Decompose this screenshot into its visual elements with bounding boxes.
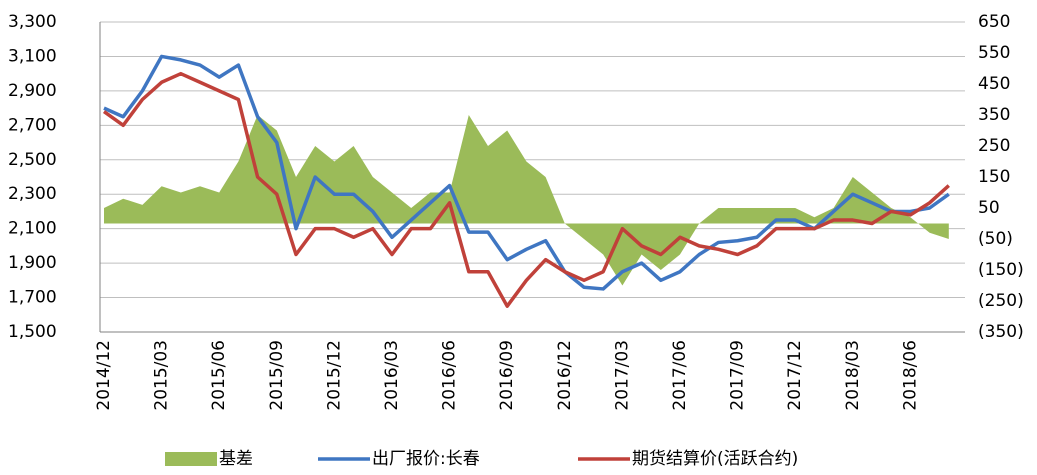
x-tick-label: 2015/09 <box>267 340 287 411</box>
y2-tick-label: 450 <box>978 74 1010 94</box>
x-tick-label: 2017/09 <box>728 340 748 411</box>
x-tick-label: 2016/09 <box>497 340 517 411</box>
x-tick-label: 2016/06 <box>440 340 460 411</box>
area <box>104 115 949 286</box>
x-tick-label: 2018/06 <box>900 340 920 411</box>
y-tick-label: 3,100 <box>8 46 57 66</box>
line <box>103 54 950 291</box>
legend-swatch <box>165 452 217 466</box>
y2-tick-label: (250) <box>978 291 1024 311</box>
y2-tick-label: 50 <box>978 198 1000 218</box>
y-tick-label: 2,500 <box>8 150 57 170</box>
x-tick-label: 2015/06 <box>209 340 229 411</box>
legend-label: 出厂报价:长春 <box>372 449 480 469</box>
line <box>102 71 950 308</box>
y-tick-label: 1,700 <box>8 288 57 308</box>
x-tick-label: 2015/03 <box>152 340 172 411</box>
y-tick-label: 2,900 <box>8 81 57 101</box>
y2-tick-label: (150) <box>978 260 1024 280</box>
x-tick-label: 2018/03 <box>843 340 863 411</box>
legend-label: 期货结算价(活跃合约) <box>632 449 798 469</box>
y2-tick-label: 150 <box>978 167 1010 187</box>
y-tick-label: 1,900 <box>8 253 57 273</box>
x-tick-label: 2017/03 <box>612 340 632 411</box>
legend-label: 基差 <box>219 449 253 469</box>
y2-tick-label: 250 <box>978 136 1010 156</box>
y-tick-label: 2,100 <box>8 219 57 239</box>
y2-tick-label: 650 <box>978 12 1010 32</box>
y2-tick-label: 550 <box>978 43 1010 63</box>
x-tick-label: 2017/06 <box>670 340 690 411</box>
y-tick-label: 2,300 <box>8 184 57 204</box>
y-tick-label: 1,500 <box>8 322 57 342</box>
x-tick-label: 2016/12 <box>555 340 575 411</box>
x-tick-label: 2017/12 <box>785 340 805 411</box>
x-tick-label: 2015/12 <box>324 340 344 411</box>
y2-tick-label: (50) <box>978 229 1013 249</box>
y2-tick-label: (350) <box>978 322 1024 342</box>
y-tick-label: 3,300 <box>8 12 57 32</box>
y2-tick-label: 350 <box>978 105 1010 125</box>
x-tick-label: 2014/12 <box>94 340 114 411</box>
y-tick-label: 2,700 <box>8 115 57 135</box>
x-tick-label: 2016/03 <box>382 340 402 411</box>
